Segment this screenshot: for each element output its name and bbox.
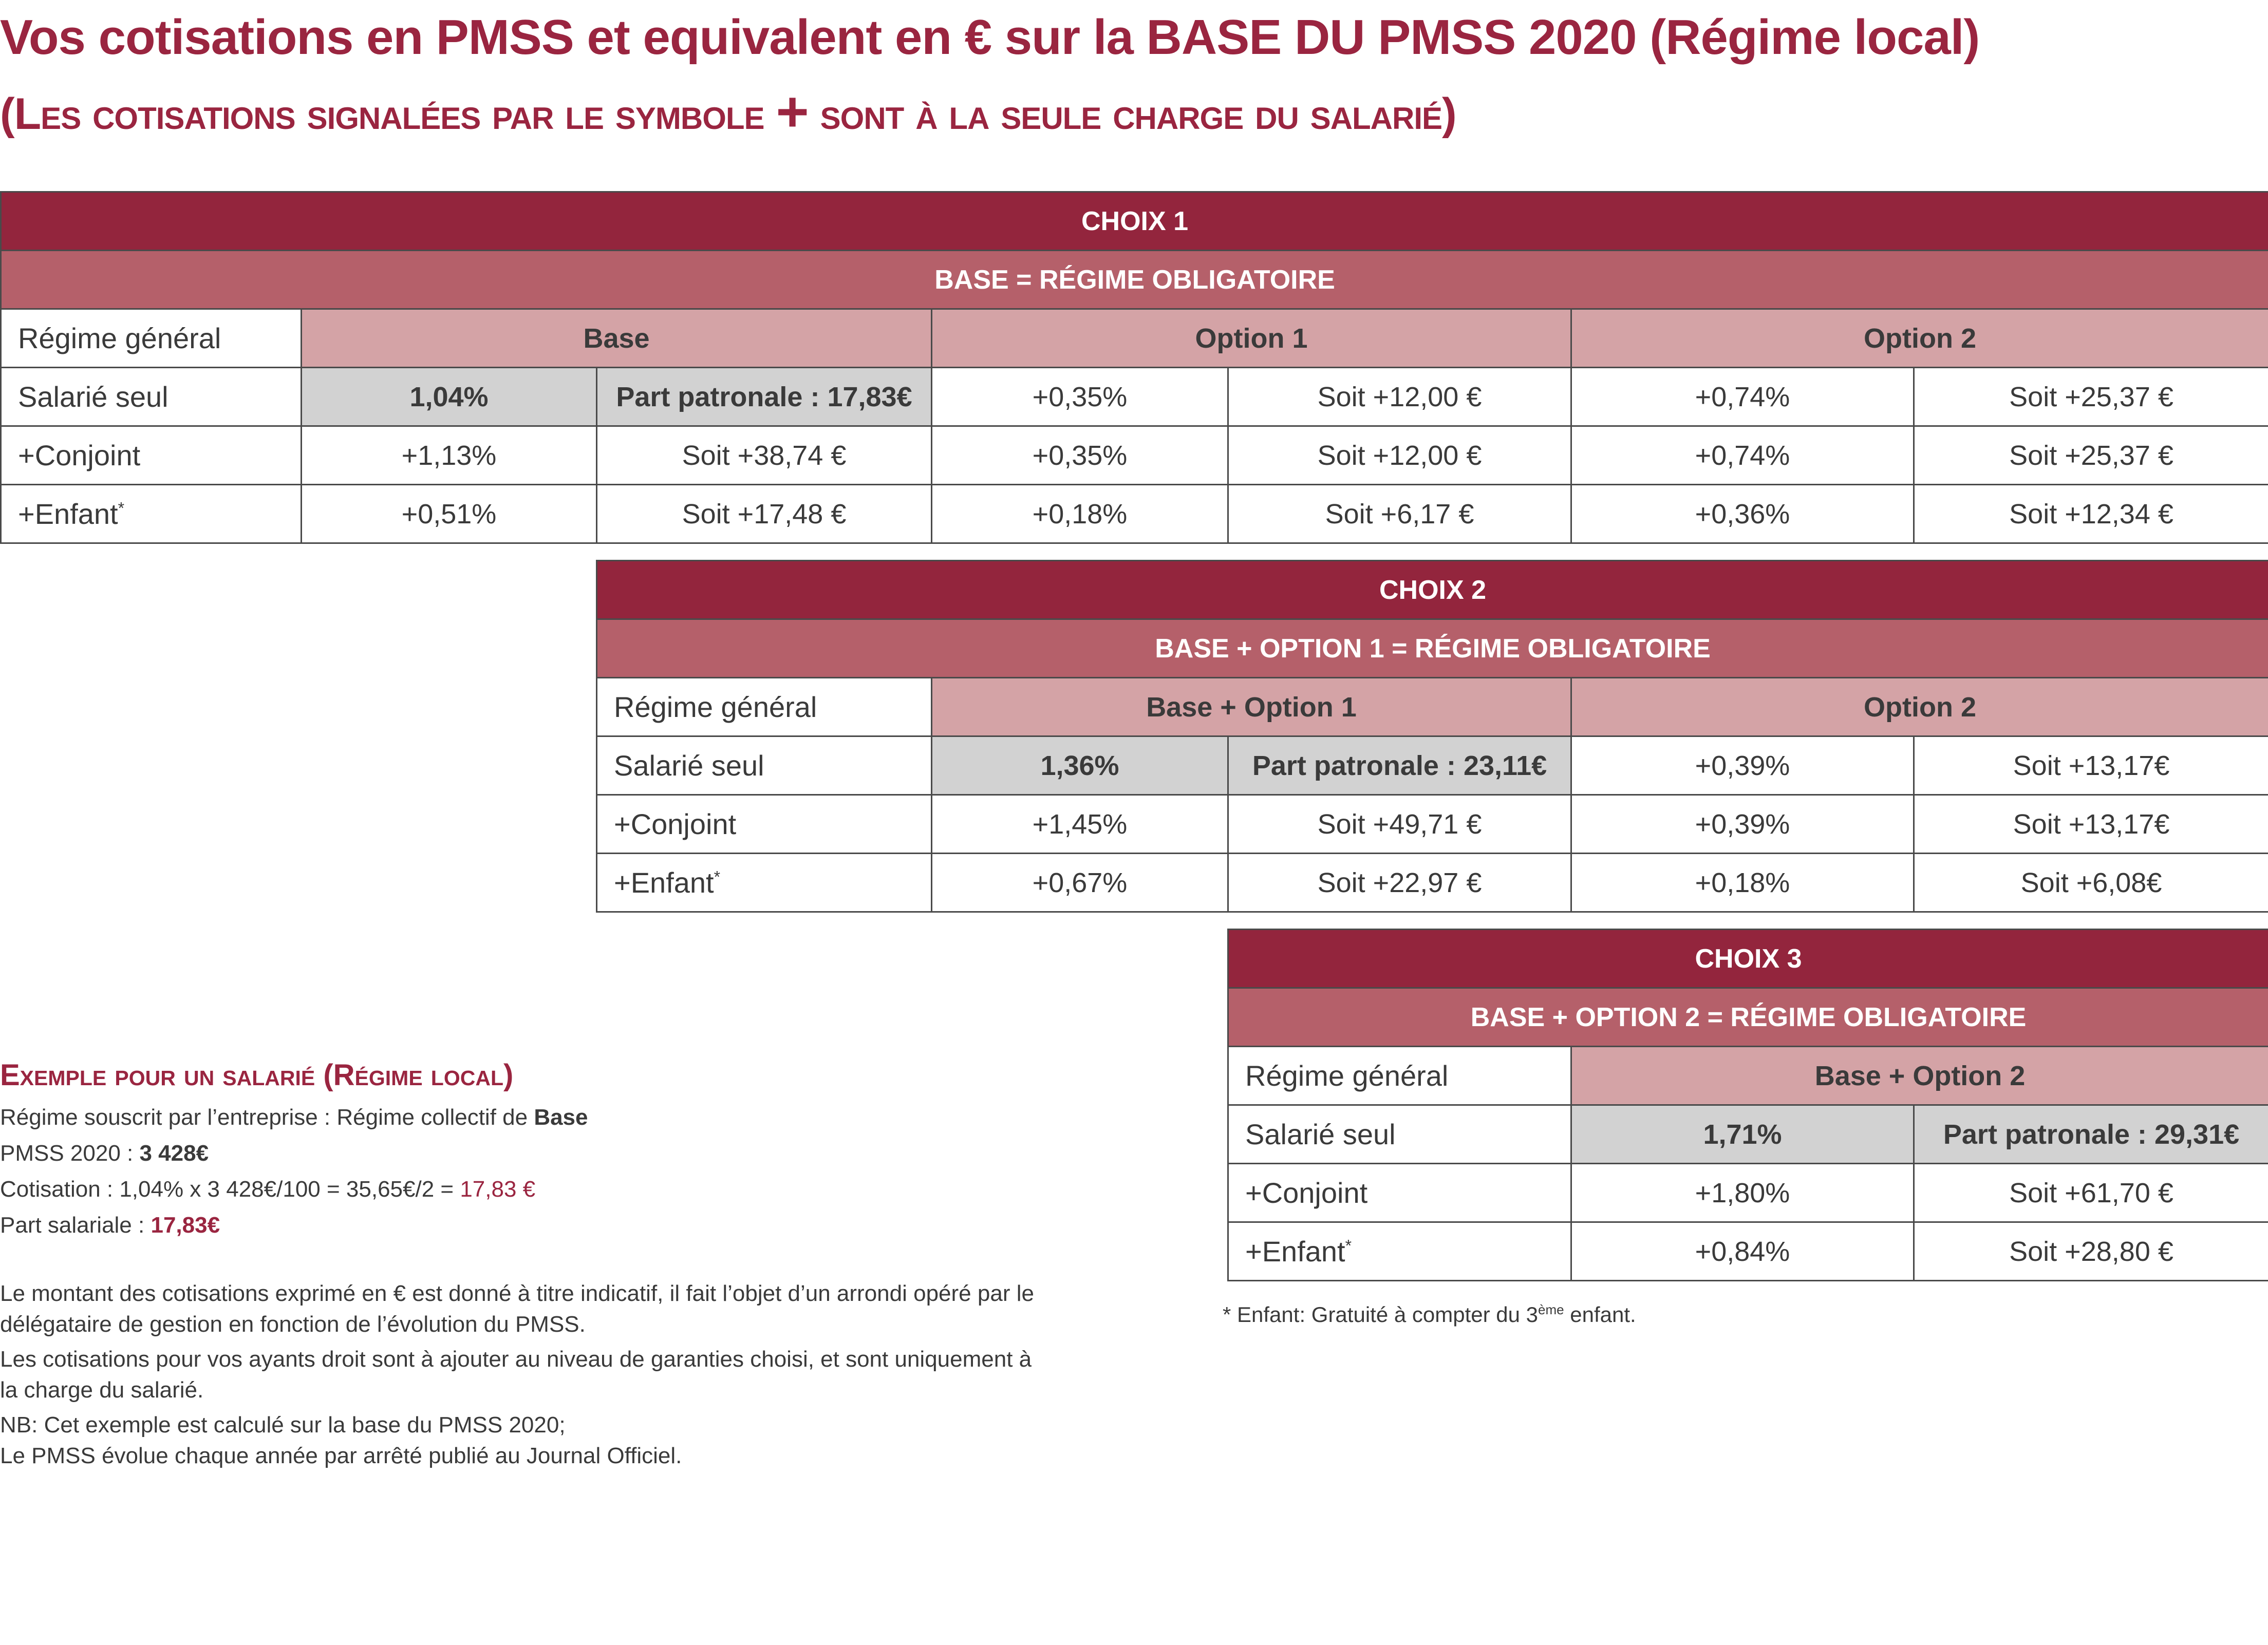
note-ayants-droit: Les cotisations pour vos ayants droit so… [0,1347,1032,1403]
choix1-subtitle: BASE = RÉGIME OBLIGATOIRE [0,250,2268,310]
table-row: +Conjoint +1,80% Soit +61,70 € [1227,1163,2268,1223]
example-line-cotisation: Cotisation : 1,04% x 3 428€/100 = 35,65€… [0,1177,536,1202]
footnote: * Enfant: Gratuité à compter du 3ème enf… [1223,1302,1636,1327]
option1-rate: +0,35% [931,425,1229,485]
base-amount: Part patronale : 29,31€ [1913,1104,2268,1164]
table-row: +Enfant* +0,84% Soit +28,80 € [1227,1221,2268,1281]
choix3-col-label: Régime général [1227,1046,1572,1106]
option2-amount: Soit +12,34 € [1913,484,2268,544]
option2-rate: +0,74% [1570,425,1915,485]
base-rate: +0,51% [301,484,597,544]
example-title: Exemple pour un salarié (Régime local) [0,1058,514,1092]
choix3-table: CHOIX 3 BASE + OPTION 2 = RÉGIME OBLIGAT… [1227,929,2268,1281]
choix3-title: CHOIX 3 [1227,929,2268,989]
base-rate: 1,71% [1570,1104,1915,1164]
choix3-subtitle: BASE + OPTION 2 = RÉGIME OBLIGATOIRE [1227,987,2268,1047]
option1-rate: +0,35% [931,367,1229,427]
table-row: Salarié seul 1,04% Part patronale : 17,8… [0,367,2268,427]
base-amount: Soit +17,48 € [596,484,932,544]
subtitle-part-b: sont à la seule charge du salarié) [820,89,1457,139]
table-row: +Conjoint +1,13% Soit +38,74 € +0,35% So… [0,425,2268,485]
row-label: +Enfant* [596,853,932,913]
base-amount: Soit +28,80 € [1913,1221,2268,1281]
note-rounding: Le montant des cotisations exprimé en € … [0,1281,1034,1337]
option2-amount: Soit +13,17€ [1913,735,2268,796]
asterisk: * [118,499,125,518]
table-row: Salarié seul 1,71% Part patronale : 29,3… [1227,1104,2268,1164]
example-line-part-salariale: Part salariale : 17,83€ [0,1213,220,1238]
base-amount: Soit +49,71 € [1227,794,1572,854]
page-title: Vos cotisations en PMSS et equivalent en… [0,10,1980,65]
row-label: +Conjoint [0,425,302,485]
example-line-regime: Régime souscrit par l’entreprise : Régim… [0,1105,588,1130]
option2-rate: +0,74% [1570,367,1915,427]
row-label: +Conjoint [1227,1163,1572,1223]
base-amount: Soit +22,97 € [1227,853,1572,913]
row-label: +Enfant* [0,484,302,544]
option2-rate: +0,39% [1570,794,1915,854]
choix2-subtitle: BASE + OPTION 1 = RÉGIME OBLIGATOIRE [595,618,2268,678]
plus-symbol: + [776,80,809,143]
choix2-col-option2: Option 2 [1570,677,2268,737]
choix1-table: CHOIX 1 BASE = RÉGIME OBLIGATOIRE Régime… [0,191,2268,544]
base-rate: +0,67% [931,853,1229,913]
option1-amount: Soit +12,00 € [1227,425,1572,485]
base-rate: 1,36% [931,735,1229,796]
subtitle-part-a: (Les cotisations signalées par le symbol… [0,89,765,139]
example-line-pmss: PMSS 2020 : 3 428€ [0,1141,209,1166]
base-amount: Soit +38,74 € [596,425,932,485]
row-label: +Conjoint [596,794,932,854]
option2-amount: Soit +25,37 € [1913,425,2268,485]
option1-rate: +0,18% [931,484,1229,544]
option2-rate: +0,39% [1570,735,1915,796]
table-row: +Conjoint +1,45% Soit +49,71 € +0,39% So… [596,794,2268,854]
choix1-col-label: Régime général [0,308,302,368]
choix1-title: CHOIX 1 [0,191,2268,251]
option2-rate: +0,18% [1570,853,1915,913]
base-rate: +1,13% [301,425,597,485]
base-amount: Part patronale : 17,83€ [596,367,932,427]
row-label: +Enfant* [1227,1221,1572,1281]
asterisk: * [1345,1236,1352,1255]
option2-rate: +0,36% [1570,484,1915,544]
table-row: +Enfant* +0,67% Soit +22,97 € +0,18% Soi… [596,853,2268,913]
base-amount: Part patronale : 23,11€ [1227,735,1572,796]
choix2-table: CHOIX 2 BASE + OPTION 1 = RÉGIME OBLIGAT… [595,560,2268,913]
note-nb: NB: Cet exemple est calculé sur la base … [0,1412,682,1468]
option1-amount: Soit +6,17 € [1227,484,1572,544]
asterisk: * [714,867,721,886]
row-label: Salarié seul [0,367,302,427]
base-rate: +1,80% [1570,1163,1915,1223]
row-label: Salarié seul [1227,1104,1572,1164]
page-subtitle: (Les cotisations signalées par le symbol… [0,77,1457,143]
option2-amount: Soit +13,17€ [1913,794,2268,854]
table-row: +Enfant* +0,51% Soit +17,48 € +0,18% Soi… [0,484,2268,544]
option2-amount: Soit +25,37 € [1913,367,2268,427]
option2-amount: Soit +6,08€ [1913,853,2268,913]
choix1-col-option1: Option 1 [931,308,1572,368]
example-block: Exemple pour un salarié (Régime local) R… [0,1058,1053,1471]
choix2-title: CHOIX 2 [595,560,2268,620]
base-rate: +1,45% [931,794,1229,854]
choix1-col-base: Base [301,308,932,368]
choix1-col-option2: Option 2 [1570,308,2268,368]
base-amount: Soit +61,70 € [1913,1163,2268,1223]
base-rate: +0,84% [1570,1221,1915,1281]
table-row: Salarié seul 1,36% Part patronale : 23,1… [596,735,2268,796]
base-rate: 1,04% [301,367,597,427]
choix2-col-base-option1: Base + Option 1 [931,677,1572,737]
row-label: Salarié seul [596,735,932,796]
choix3-col-base-option2: Base + Option 2 [1570,1046,2268,1106]
option1-amount: Soit +12,00 € [1227,367,1572,427]
choix2-col-label: Régime général [596,677,932,737]
